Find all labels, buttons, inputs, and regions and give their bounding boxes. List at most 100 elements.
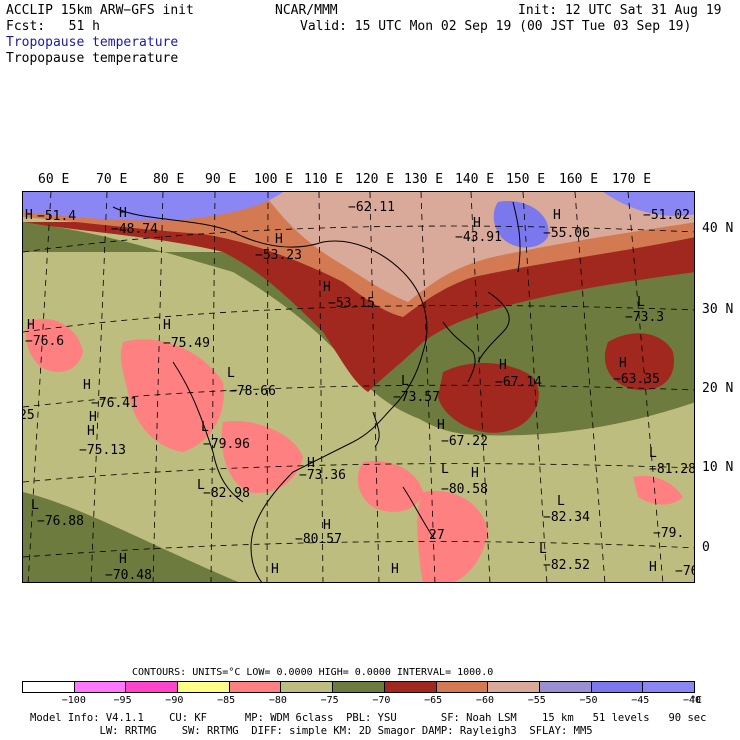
lon-label: 150 E <box>506 172 546 187</box>
band-minus45-east <box>603 192 694 216</box>
map-annotation: L <box>539 542 547 557</box>
map-annotation: H <box>323 518 331 533</box>
map-annotation: H <box>25 208 33 223</box>
map-annotation: −73.3 <box>625 310 665 325</box>
lat-label: 40 N <box>702 221 734 236</box>
map-annotation: −80.58 <box>441 482 488 497</box>
map-annotation: −51.02 <box>643 208 690 223</box>
map-annotation: L <box>557 494 565 509</box>
map-annotation: −76.88 <box>37 514 84 529</box>
map-annotation: −51.4 <box>37 209 77 224</box>
legend-swatch <box>384 682 437 692</box>
legend-swatch <box>436 682 489 692</box>
map-annotation: L <box>201 420 209 435</box>
color-legend-ticks: −100 −95 −90 −85 −80 −75 −70 −65 −60 −55 −50 −45 −40 <box>22 695 701 707</box>
map-annotation: H <box>83 378 91 393</box>
map-annotation: L <box>197 478 205 493</box>
legend-swatch <box>643 682 694 692</box>
map-annotation: −53.23 <box>255 248 302 263</box>
legend-tick-label: −100 <box>61 695 86 706</box>
map-annotation: H <box>619 356 627 371</box>
map-annotation: L <box>227 366 235 381</box>
band-minus65-blob-east <box>604 333 674 391</box>
map-annotation: L <box>31 498 39 513</box>
map-annotation: L <box>441 462 449 477</box>
lat-label: 20 N <box>702 381 734 396</box>
legend-swatch <box>23 682 75 692</box>
legend-unit: °C <box>690 695 703 706</box>
legend-swatch <box>333 682 385 692</box>
map-annotation: −76 <box>675 564 694 579</box>
band-minus45-blob <box>493 201 549 248</box>
field-title-2: Tropopause temperature <box>6 51 179 66</box>
map-annotation: −80.57 <box>295 532 342 547</box>
band-minus80-patch <box>357 461 423 512</box>
band-minus80-patch <box>26 318 83 372</box>
map-annotation: H <box>391 562 399 577</box>
band-minus70-south <box>23 492 239 582</box>
lon-label: 110 E <box>304 172 344 187</box>
map-annotation: −79. <box>653 526 685 541</box>
model-title: ACCLIP 15km ARW−GFS init <box>6 3 194 18</box>
map-annotation: H <box>163 318 171 333</box>
map-annotation: H <box>275 232 283 247</box>
map-annotation: H <box>119 206 127 221</box>
lon-label: 70 E <box>96 172 128 187</box>
legend-tick-label: −85 <box>217 695 236 706</box>
legend-tick-label: −50 <box>579 695 598 706</box>
map-annotation: −82.52 <box>543 558 590 573</box>
map-annotation: −75.49 <box>163 336 210 351</box>
lat-label: 0 <box>702 540 710 555</box>
legend-swatch <box>229 682 282 692</box>
valid-time: Valid: 15 UTC Mon 02 Sep 19 (00 JST Tue … <box>300 19 692 34</box>
map-annotation: −67.22 <box>441 434 488 449</box>
map-annotation: −55.06 <box>543 226 590 241</box>
map-annotation: −82.34 <box>543 510 590 525</box>
lon-label: 140 E <box>455 172 495 187</box>
map-annotation: 27 <box>429 528 445 543</box>
band-minus80-patch <box>417 491 488 582</box>
map-annotation: H <box>473 216 481 231</box>
map-annotation: −62.11 <box>348 200 395 215</box>
legend-tick-label: −90 <box>165 695 184 706</box>
map-annotation: −75.13 <box>79 443 126 458</box>
map-annotation: H <box>553 208 561 223</box>
legend-tick-label: −55 <box>527 695 546 706</box>
map-annotation: −81.28 <box>649 462 695 477</box>
legend-swatch <box>74 682 127 692</box>
band-minus80-patch <box>120 339 224 452</box>
graticule <box>23 192 694 582</box>
map-annotation: H <box>649 560 657 575</box>
band-minus80-patch <box>633 475 683 505</box>
map-annotation: −82.98 <box>203 486 250 501</box>
map-annotation: H <box>437 418 445 433</box>
legend-swatch <box>281 682 334 692</box>
map-annotation: 25 <box>23 408 35 423</box>
map-annotation: H <box>119 552 127 567</box>
map-annotation: L <box>649 446 657 461</box>
contours-info: CONTOURS: UNITS=°C LOW= 0.0000 HIGH= 0.0… <box>132 667 494 678</box>
org-label: NCAR/MMM <box>275 3 338 18</box>
init-time: Init: 12 UTC Sat 31 Aug 19 <box>518 3 722 18</box>
legend-tick-label: −40 <box>683 695 702 706</box>
map-annotation: −48.74 <box>111 222 158 237</box>
band-minus65-blob <box>438 362 539 433</box>
legend-swatch <box>539 682 592 692</box>
lon-label: 90 E <box>205 172 237 187</box>
forecast-hour: Fcst: 51 h <box>6 19 100 34</box>
legend-tick-label: −80 <box>268 695 287 706</box>
legend-tick-label: −45 <box>631 695 650 706</box>
map-annotation: −79.96 <box>203 437 250 452</box>
lat-label: 30 N <box>702 302 734 317</box>
map-annotation: H <box>471 466 479 481</box>
map-annotation: −73.36 <box>299 468 346 483</box>
field-title-1: Tropopause temperature <box>6 35 179 50</box>
map-annotation: H <box>87 424 95 439</box>
map-annotation: −53.15 <box>328 296 375 311</box>
lat-label: 10 N <box>702 460 734 475</box>
lon-label: 80 E <box>153 172 185 187</box>
map-annotation: H <box>499 358 507 373</box>
legend-tick-label: −60 <box>475 695 494 706</box>
map-annotation: −76.41 <box>91 396 138 411</box>
legend-swatch <box>488 682 540 692</box>
